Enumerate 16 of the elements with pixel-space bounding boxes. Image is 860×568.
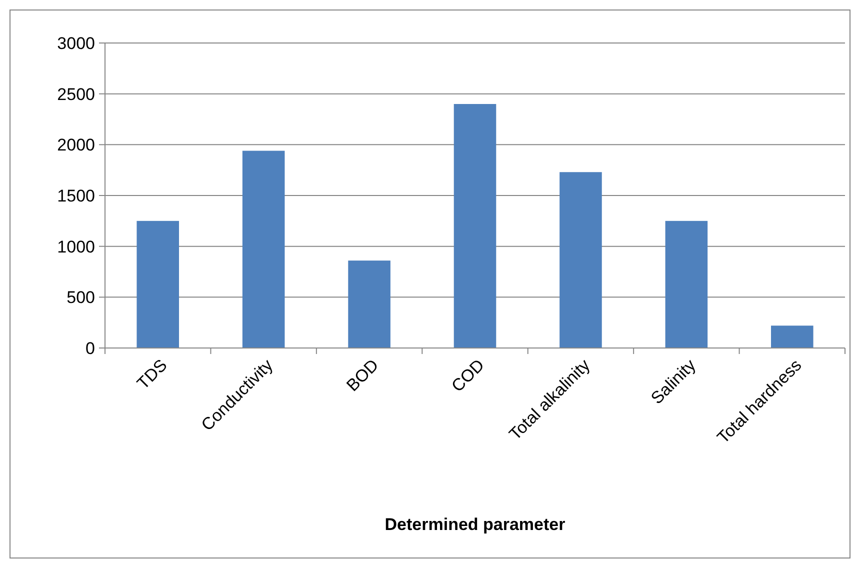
x-tick-label: TDS	[133, 356, 171, 394]
y-tick-label: 2000	[57, 136, 95, 155]
y-tick-label: 2500	[57, 84, 95, 104]
y-tick-label: 500	[66, 288, 95, 308]
bar	[560, 172, 602, 348]
y-tick-label: 1500	[57, 186, 95, 206]
bar	[136, 220, 179, 348]
x-axis-title: Determined parameter	[384, 515, 566, 534]
bar	[454, 104, 496, 348]
bar	[348, 260, 390, 348]
bar	[771, 326, 814, 348]
bar	[665, 220, 708, 348]
y-tick-label: 3000	[57, 34, 95, 53]
y-tick-label: 1000	[57, 237, 95, 256]
y-tick-label: 0	[86, 338, 95, 358]
bar	[242, 150, 285, 348]
